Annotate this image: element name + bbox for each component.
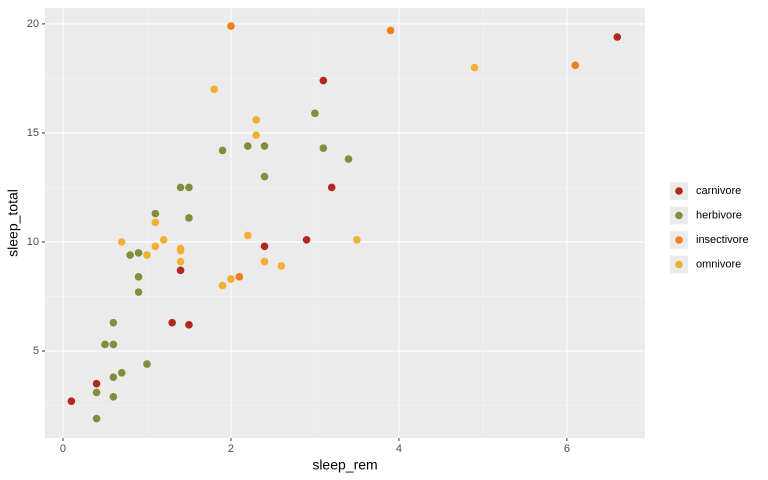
point bbox=[176, 266, 185, 275]
point bbox=[185, 214, 193, 222]
x-tick-label: 4 bbox=[396, 443, 402, 455]
legend-marker bbox=[675, 236, 683, 244]
point bbox=[109, 340, 118, 349]
point bbox=[571, 61, 580, 70]
point bbox=[134, 288, 143, 296]
point bbox=[151, 209, 160, 218]
point bbox=[151, 218, 160, 227]
point bbox=[470, 63, 479, 72]
point bbox=[109, 373, 118, 381]
y-tick-label: 15 bbox=[27, 127, 39, 139]
point bbox=[101, 340, 109, 349]
point bbox=[227, 275, 235, 283]
legend-marker bbox=[675, 187, 683, 195]
point bbox=[302, 235, 311, 244]
legend-label: herbivore bbox=[696, 209, 742, 221]
point bbox=[92, 388, 101, 397]
y-tick-label: 20 bbox=[27, 18, 39, 30]
point bbox=[319, 76, 328, 85]
point bbox=[386, 26, 395, 35]
point bbox=[260, 242, 269, 251]
point bbox=[344, 155, 353, 163]
point bbox=[218, 146, 227, 155]
point bbox=[327, 183, 336, 192]
point bbox=[134, 273, 143, 281]
point bbox=[143, 251, 151, 259]
panel bbox=[45, 8, 645, 438]
point bbox=[117, 238, 126, 246]
point bbox=[143, 360, 151, 368]
point bbox=[109, 318, 118, 327]
legend-label: insectivore bbox=[696, 234, 749, 246]
point bbox=[151, 242, 160, 251]
point bbox=[353, 235, 361, 244]
y-tick-label: 10 bbox=[27, 236, 39, 248]
point bbox=[67, 397, 76, 405]
points bbox=[67, 22, 622, 423]
point bbox=[252, 116, 260, 124]
x-tick-label: 2 bbox=[228, 443, 234, 455]
legend-label: omnivore bbox=[696, 258, 741, 270]
point bbox=[235, 273, 244, 281]
point bbox=[176, 246, 185, 255]
point bbox=[277, 262, 286, 270]
point bbox=[126, 251, 134, 259]
legend-label: carnivore bbox=[696, 185, 741, 197]
point bbox=[109, 392, 118, 401]
y-axis-title: sleep_total bbox=[5, 189, 21, 257]
point bbox=[159, 235, 168, 244]
grid bbox=[45, 8, 645, 438]
y-tick-label: 5 bbox=[33, 345, 39, 357]
point bbox=[311, 109, 319, 118]
point bbox=[168, 318, 176, 327]
point bbox=[176, 257, 185, 266]
point bbox=[117, 369, 126, 377]
point bbox=[260, 257, 269, 266]
point bbox=[92, 379, 101, 388]
point bbox=[185, 321, 193, 329]
point bbox=[210, 85, 218, 94]
point bbox=[319, 144, 328, 153]
point bbox=[134, 249, 143, 257]
legend-marker bbox=[675, 211, 683, 220]
point bbox=[92, 414, 101, 423]
point bbox=[260, 142, 269, 150]
point bbox=[227, 22, 235, 30]
x-tick-label: 0 bbox=[60, 443, 66, 455]
point bbox=[176, 183, 185, 192]
point bbox=[260, 172, 269, 181]
point bbox=[252, 131, 260, 139]
point bbox=[243, 231, 252, 240]
point bbox=[243, 142, 252, 150]
point bbox=[185, 183, 193, 192]
x-axis-title: sleep_rem bbox=[312, 457, 377, 473]
x-tick-label: 6 bbox=[564, 443, 570, 455]
point bbox=[613, 33, 622, 41]
point bbox=[218, 281, 227, 290]
legend-marker bbox=[675, 260, 683, 269]
